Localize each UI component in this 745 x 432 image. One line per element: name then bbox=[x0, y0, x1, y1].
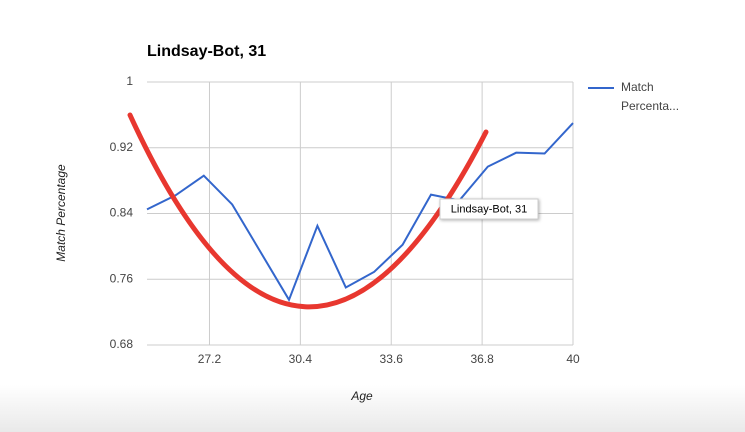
hand-drawn-curve bbox=[127, 112, 489, 310]
tooltip-text: Lindsay-Bot, 31 bbox=[451, 203, 527, 215]
y-tick-label: 1 bbox=[126, 74, 133, 88]
tooltip-box bbox=[439, 198, 539, 220]
chart-title: Lindsay-Bot, 31 bbox=[147, 43, 266, 60]
x-tick-label: 33.6 bbox=[380, 352, 404, 366]
plot bbox=[146, 122, 574, 303]
x-axis-label: Age bbox=[350, 389, 373, 403]
legend-label: Match Percenta... bbox=[621, 80, 679, 113]
legend: Match Percenta... bbox=[588, 80, 679, 113]
x-tick-label: 27.2 bbox=[198, 352, 222, 366]
y-tick-label: 0.76 bbox=[110, 271, 134, 285]
y-tick-label: 0.68 bbox=[110, 337, 134, 351]
tooltip: Lindsay-Bot, 31 bbox=[439, 198, 539, 220]
x-tick-label: 40 bbox=[566, 352, 580, 366]
x-tick-label: 36.8 bbox=[470, 352, 494, 366]
y-axis-label: Match Percentage bbox=[54, 164, 68, 262]
series-line bbox=[146, 122, 574, 303]
grid: 0.68 0.76 0.84 0.92 1 27.2 30.4 33.6 36.8 40 bbox=[110, 74, 580, 366]
y-tick-label: 0.92 bbox=[110, 140, 134, 154]
x-tick-label: 30.4 bbox=[289, 352, 313, 366]
bottom-fade bbox=[0, 385, 745, 432]
y-tick-label: 0.84 bbox=[110, 206, 134, 220]
